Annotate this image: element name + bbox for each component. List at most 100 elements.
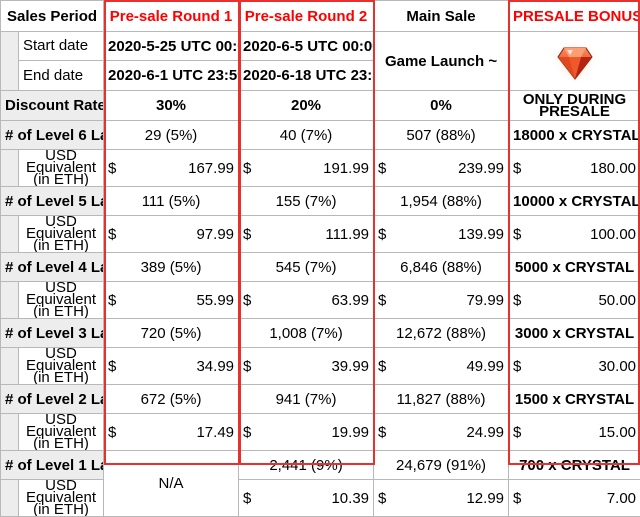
bonus-usd: $30.00 xyxy=(508,347,640,385)
main-sale-discount: 0% xyxy=(373,90,510,121)
bonus-crystal: 3000 x CRYSTAL xyxy=(508,318,640,348)
crystal-gem-icon xyxy=(549,36,600,86)
usd-spacer xyxy=(0,281,19,319)
currency-symbol: $ xyxy=(513,423,522,441)
usd-value: 139.99 xyxy=(458,225,505,243)
bonus-usd: $50.00 xyxy=(508,281,640,319)
main-sale-count: 6,846 (88%) xyxy=(373,252,510,282)
level-label: # of Level 6 Land xyxy=(0,120,105,150)
usd-value: 100.00 xyxy=(590,225,637,243)
currency-symbol: $ xyxy=(243,159,252,177)
usd-equivalent-label: USD Equivalent (in ETH) xyxy=(17,215,105,253)
usd-spacer xyxy=(0,479,19,517)
round2-discount: 20% xyxy=(238,90,375,121)
bonus-crystal: 1500 x CRYSTAL xyxy=(508,384,640,414)
usd-value: 10.39 xyxy=(331,489,370,507)
level-label: # of Level 3 Land xyxy=(0,318,105,348)
date-spacer xyxy=(0,31,19,91)
usd-spacer xyxy=(0,413,19,451)
usd-value: 97.99 xyxy=(196,225,235,243)
usd-value: 24.99 xyxy=(466,423,505,441)
round2-usd: $191.99 xyxy=(238,149,375,187)
currency-symbol: $ xyxy=(243,489,252,507)
round1-count: 111 (5%) xyxy=(103,186,240,216)
round2-usd: $39.99 xyxy=(238,347,375,385)
usd-value: 180.00 xyxy=(590,159,637,177)
currency-symbol: $ xyxy=(378,225,387,243)
presale-bonus-header: PRESALE BONUS xyxy=(508,0,640,32)
round1-usd: $97.99 xyxy=(103,215,240,253)
main-sale-usd: $12.99 xyxy=(373,479,510,517)
round2-count: 40 (7%) xyxy=(238,120,375,150)
start-date-label: Start date xyxy=(17,31,105,61)
round1-count: N/A xyxy=(103,450,240,517)
bonus-crystal: 18000 x CRYSTAL xyxy=(508,120,640,150)
main-sale-usd: $49.99 xyxy=(373,347,510,385)
main-sale-usd: $239.99 xyxy=(373,149,510,187)
end-date-label: End date xyxy=(17,60,105,91)
round1-count: 720 (5%) xyxy=(103,318,240,348)
usd-spacer xyxy=(0,347,19,385)
currency-symbol: $ xyxy=(513,159,522,177)
usd-spacer xyxy=(0,149,19,187)
currency-symbol: $ xyxy=(378,489,387,507)
usd-value: 111.99 xyxy=(325,225,370,243)
bonus-only-presale: ONLY DURING PRESALE xyxy=(508,90,640,121)
round1-discount: 30% xyxy=(103,90,240,121)
main-sale-usd: $139.99 xyxy=(373,215,510,253)
currency-symbol: $ xyxy=(243,357,252,375)
round2-count: 941 (7%) xyxy=(238,384,375,414)
usd-value: 55.99 xyxy=(196,291,235,309)
round1-count: 29 (5%) xyxy=(103,120,240,150)
bonus-crystal: 10000 x CRYSTAL xyxy=(508,186,640,216)
round1-start-date: 2020-5-25 UTC 00:00:00 xyxy=(103,31,240,61)
main-sale-date: Game Launch ~ xyxy=(373,31,510,91)
round1-usd: $55.99 xyxy=(103,281,240,319)
currency-symbol: $ xyxy=(378,291,387,309)
currency-symbol: $ xyxy=(108,159,117,177)
round2-end-date: 2020-6-18 UTC 23:59:59 xyxy=(238,60,375,91)
usd-value: 63.99 xyxy=(331,291,370,309)
level-label: # of Level 4 Land xyxy=(0,252,105,282)
round1-header: Pre-sale Round 1 xyxy=(103,0,240,32)
usd-equivalent-label: USD Equivalent (in ETH) xyxy=(17,149,105,187)
usd-value: 191.99 xyxy=(323,159,370,177)
round1-count: 389 (5%) xyxy=(103,252,240,282)
main-sale-usd: $79.99 xyxy=(373,281,510,319)
round2-usd: $19.99 xyxy=(238,413,375,451)
usd-value: 30.00 xyxy=(598,357,637,375)
currency-symbol: $ xyxy=(108,423,117,441)
main-sale-count: 12,672 (88%) xyxy=(373,318,510,348)
round2-count: 545 (7%) xyxy=(238,252,375,282)
usd-value: 15.00 xyxy=(598,423,637,441)
currency-symbol: $ xyxy=(108,291,117,309)
main-sale-count: 11,827 (88%) xyxy=(373,384,510,414)
round2-start-date: 2020-6-5 UTC 00:00:00 xyxy=(238,31,375,61)
currency-symbol: $ xyxy=(513,225,522,243)
currency-symbol: $ xyxy=(513,291,522,309)
round1-usd: $17.49 xyxy=(103,413,240,451)
currency-symbol: $ xyxy=(108,225,117,243)
round2-usd: $63.99 xyxy=(238,281,375,319)
main-sale-count: 507 (88%) xyxy=(373,120,510,150)
usd-equivalent-label: USD Equivalent (in ETH) xyxy=(17,347,105,385)
usd-value: 167.99 xyxy=(188,159,235,177)
usd-value: 49.99 xyxy=(466,357,505,375)
round1-count: 672 (5%) xyxy=(103,384,240,414)
usd-value: 12.99 xyxy=(466,489,505,507)
sales-period-header: Sales Period xyxy=(0,0,105,32)
bonus-usd: $15.00 xyxy=(508,413,640,451)
round1-end-date: 2020-6-1 UTC 23:59:59 xyxy=(103,60,240,91)
round2-count: 1,008 (7%) xyxy=(238,318,375,348)
usd-value: 39.99 xyxy=(331,357,370,375)
main-sale-count: 1,954 (88%) xyxy=(373,186,510,216)
usd-value: 17.49 xyxy=(196,423,235,441)
round2-count: 155 (7%) xyxy=(238,186,375,216)
round2-header: Pre-sale Round 2 xyxy=(238,0,375,32)
currency-symbol: $ xyxy=(378,357,387,375)
round1-usd: $167.99 xyxy=(103,149,240,187)
currency-symbol: $ xyxy=(378,159,387,177)
currency-symbol: $ xyxy=(243,291,252,309)
round2-count: 2,441 (9%) xyxy=(238,450,375,480)
usd-spacer xyxy=(0,215,19,253)
